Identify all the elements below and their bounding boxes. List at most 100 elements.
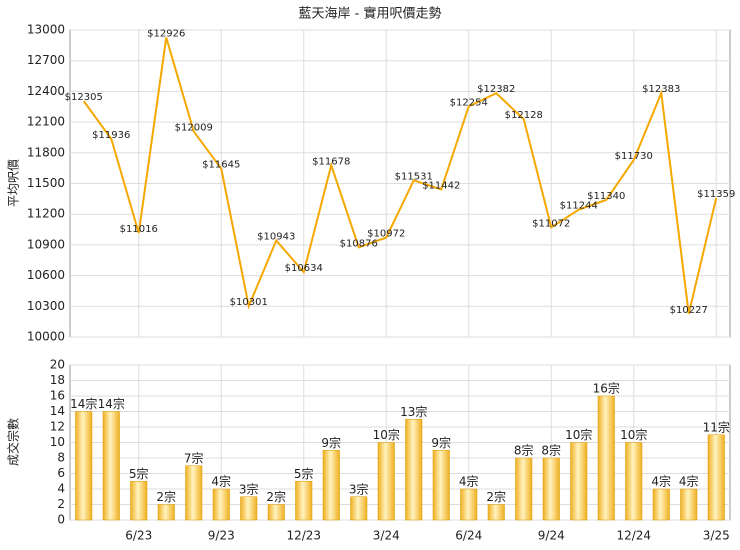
bar (130, 481, 148, 521)
data-label: 8宗 (541, 443, 561, 458)
y-tick-label: 11500 (27, 176, 65, 190)
data-label: $11531 (395, 171, 433, 182)
x-tick-label: 9/24 (538, 529, 565, 543)
data-label: 5宗 (129, 466, 149, 481)
data-label: 2宗 (156, 489, 176, 504)
data-label: $12254 (450, 97, 488, 108)
bar (350, 496, 368, 521)
y-axis-label: 平均呎價 (7, 159, 21, 207)
data-label: $11072 (532, 218, 570, 229)
data-label: $12305 (65, 92, 103, 103)
bar (570, 442, 588, 521)
bar (625, 442, 643, 521)
data-label: 8宗 (514, 443, 534, 458)
bar (680, 488, 698, 521)
data-label: 4宗 (679, 474, 699, 489)
data-label: 10宗 (620, 427, 647, 442)
y-tick-label: 4 (57, 482, 65, 496)
data-label: 2宗 (486, 489, 506, 504)
y-tick-label: 12400 (27, 84, 65, 98)
bar (377, 442, 395, 521)
data-label: $11340 (587, 191, 625, 202)
data-label: 3宗 (239, 481, 259, 496)
bar (460, 488, 478, 521)
y-tick-label: 11800 (27, 145, 65, 159)
x-tick-label: 6/24 (455, 529, 482, 543)
y-tick-label: 6 (57, 466, 65, 480)
data-label: 7宗 (184, 450, 204, 465)
data-label: $11244 (560, 201, 598, 212)
bar (212, 488, 230, 521)
bar (597, 395, 615, 521)
data-label: $11359 (697, 189, 735, 200)
bar (157, 504, 175, 521)
bar (487, 504, 505, 521)
data-label: $10634 (285, 263, 323, 274)
data-label: $12009 (175, 122, 213, 133)
data-label: $12383 (642, 84, 680, 95)
y-tick-label: 10600 (27, 268, 65, 282)
bar (515, 457, 533, 521)
y-axis-label: 成交宗數 (6, 418, 21, 466)
bar (295, 481, 313, 521)
y-tick-label: 20 (50, 358, 65, 372)
chart-title: 藍天海岸 - 實用呎價走勢 (299, 6, 442, 22)
x-tick-label: 3/25 (703, 529, 730, 543)
data-label: 11宗 (703, 419, 730, 434)
data-label: 9宗 (431, 435, 451, 450)
data-label: 14宗 (98, 396, 125, 411)
data-label: $12128 (505, 110, 543, 121)
bar (405, 419, 423, 521)
data-label: 5宗 (294, 466, 314, 481)
y-tick-label: 10300 (27, 299, 65, 313)
data-label: 9宗 (321, 435, 341, 450)
y-tick-label: 0 (57, 513, 65, 527)
y-tick-label: 12700 (27, 53, 65, 67)
y-tick-label: 18 (50, 373, 65, 387)
y-tick-label: 16 (50, 389, 65, 403)
x-tick-label: 6/23 (125, 529, 152, 543)
bar (102, 411, 120, 521)
y-tick-label: 11200 (27, 207, 65, 221)
price-line (82, 37, 718, 315)
data-label: 3宗 (349, 481, 369, 496)
y-tick-label: 2 (57, 497, 65, 511)
data-label: $12382 (477, 84, 515, 95)
data-label: 2宗 (266, 489, 286, 504)
bar (240, 496, 258, 521)
y-tick-label: 13000 (27, 23, 65, 37)
y-tick-label: 8 (57, 451, 65, 465)
data-label: $11936 (92, 130, 130, 141)
data-label: 14宗 (70, 396, 97, 411)
bar (707, 434, 725, 521)
y-tick-label: 10 (50, 435, 65, 449)
data-label: $11678 (312, 156, 350, 167)
data-label: $10876 (340, 238, 378, 249)
data-label: 10宗 (565, 427, 592, 442)
y-tick-label: 14 (50, 404, 65, 418)
data-label: $10972 (367, 229, 405, 240)
y-tick-label: 12100 (27, 115, 65, 129)
x-tick-label: 9/23 (208, 529, 235, 543)
x-tick-label: 12/23 (286, 529, 321, 543)
data-label: 13宗 (400, 404, 427, 419)
data-label: $10227 (670, 305, 708, 316)
data-label: $10301 (230, 297, 268, 308)
data-label: $11016 (120, 224, 158, 235)
data-label: 10宗 (373, 427, 400, 442)
bar (542, 457, 560, 521)
bar (267, 504, 285, 521)
data-label: $11442 (422, 180, 460, 191)
data-label: 4宗 (211, 474, 231, 489)
data-label: 16宗 (593, 381, 620, 396)
x-tick-label: 12/24 (616, 529, 651, 543)
data-label: $10943 (257, 231, 295, 242)
bar (652, 488, 670, 521)
data-label: $11645 (202, 160, 240, 171)
data-label: 4宗 (459, 474, 479, 489)
data-label: 4宗 (651, 474, 671, 489)
bar (322, 450, 340, 521)
bar (75, 411, 93, 521)
bar (432, 450, 450, 521)
